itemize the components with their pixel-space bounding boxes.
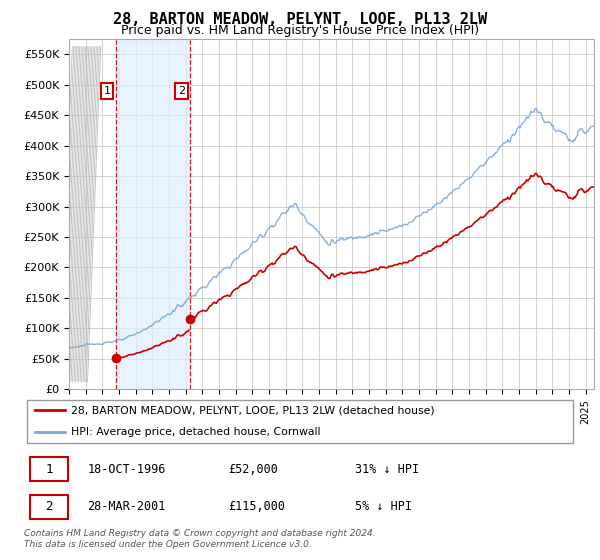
Bar — [115, 39, 190, 389]
FancyBboxPatch shape — [29, 495, 68, 519]
Text: HPI: Average price, detached house, Cornwall: HPI: Average price, detached house, Corn… — [71, 427, 320, 437]
Text: Contains HM Land Registry data © Crown copyright and database right 2024.
This d: Contains HM Land Registry data © Crown c… — [24, 529, 376, 549]
FancyBboxPatch shape — [27, 399, 573, 444]
Text: 2: 2 — [45, 501, 53, 514]
Text: 2: 2 — [178, 86, 185, 96]
Text: 31% ↓ HPI: 31% ↓ HPI — [355, 463, 419, 475]
Text: 18-OCT-1996: 18-OCT-1996 — [88, 463, 166, 475]
Text: 1: 1 — [45, 463, 53, 475]
Text: 28, BARTON MEADOW, PELYNT, LOOE, PL13 2LW: 28, BARTON MEADOW, PELYNT, LOOE, PL13 2L… — [113, 12, 487, 27]
FancyBboxPatch shape — [29, 457, 68, 481]
Text: 28, BARTON MEADOW, PELYNT, LOOE, PL13 2LW (detached house): 28, BARTON MEADOW, PELYNT, LOOE, PL13 2L… — [71, 405, 434, 416]
Bar — [69, 39, 91, 389]
Text: 5% ↓ HPI: 5% ↓ HPI — [355, 501, 412, 514]
Text: £115,000: £115,000 — [228, 501, 285, 514]
Text: 28-MAR-2001: 28-MAR-2001 — [88, 501, 166, 514]
Text: 1: 1 — [104, 86, 110, 96]
Text: Price paid vs. HM Land Registry's House Price Index (HPI): Price paid vs. HM Land Registry's House … — [121, 24, 479, 36]
Text: £52,000: £52,000 — [228, 463, 278, 475]
